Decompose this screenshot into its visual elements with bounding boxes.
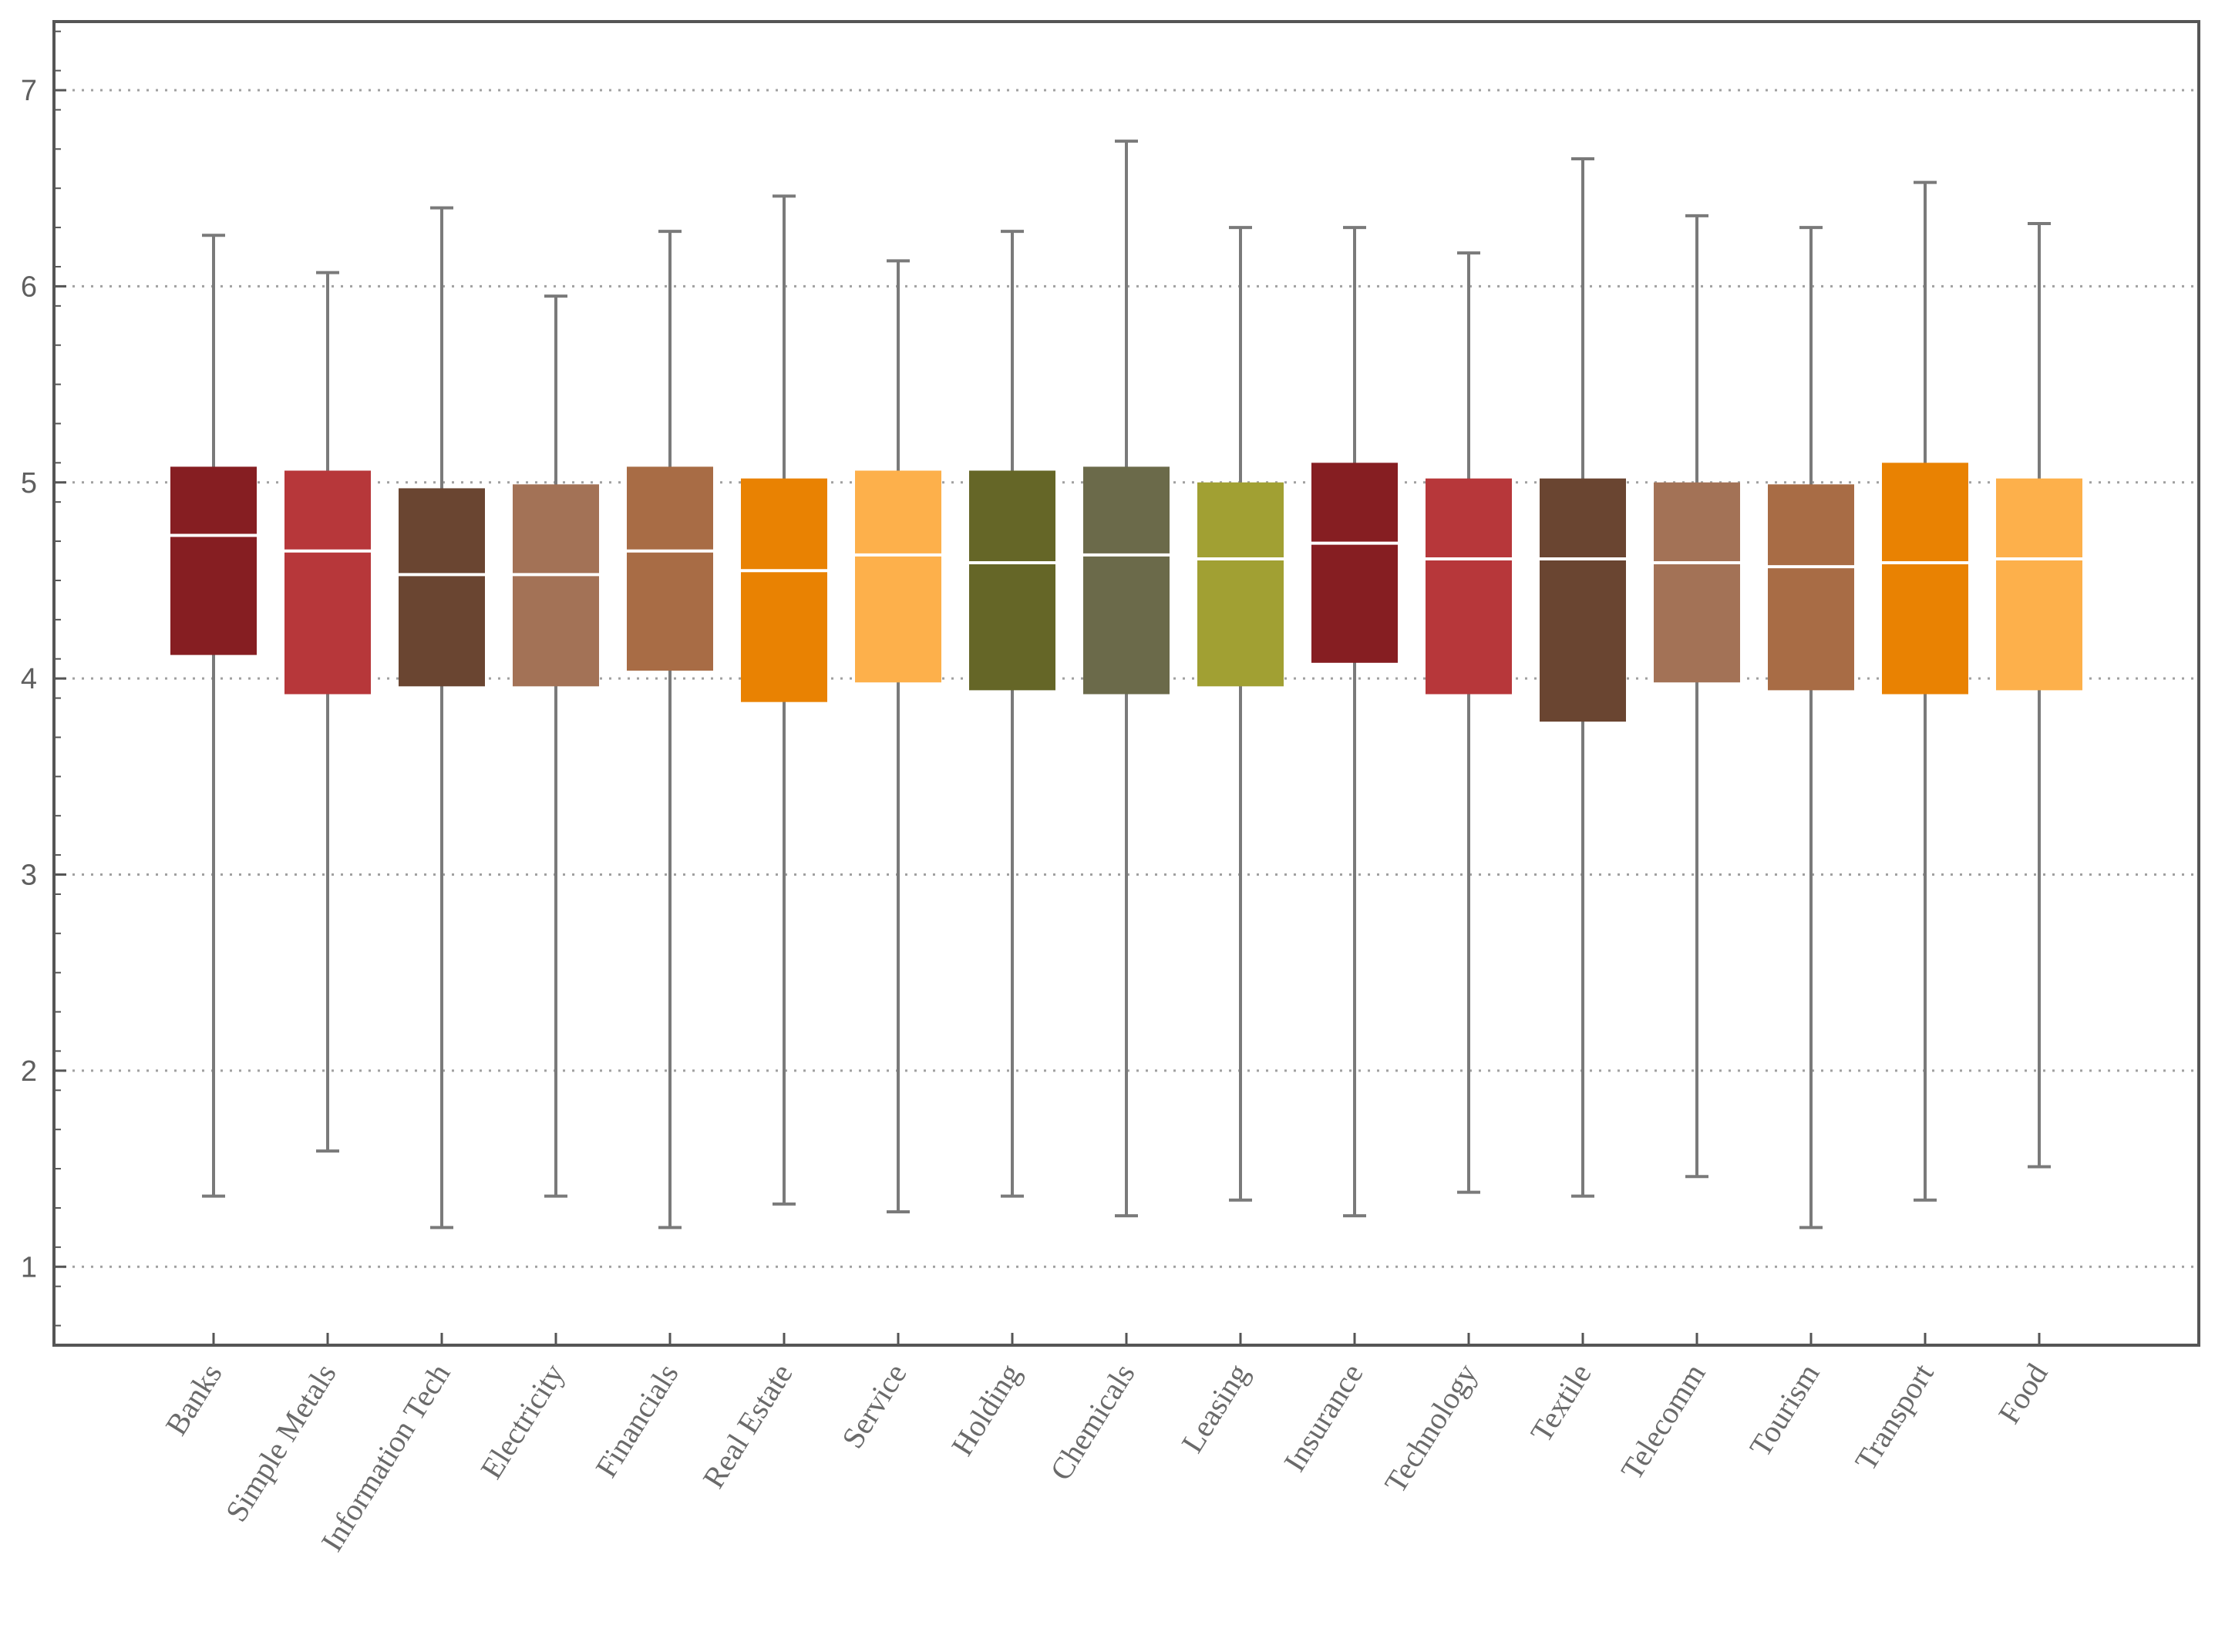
box-layer: [170, 140, 2082, 1230]
box-iqr: [1540, 478, 1626, 722]
box-iqr: [741, 478, 827, 702]
x-category-label: Holding: [944, 1358, 1028, 1462]
y-tick-label: 2: [21, 1055, 37, 1088]
box-group: [513, 294, 599, 1198]
box-iqr: [855, 470, 941, 683]
box-iqr: [1197, 482, 1284, 687]
box-iqr: [1996, 478, 2082, 691]
y-tick-label: 3: [21, 860, 37, 892]
box-group: [170, 234, 257, 1198]
box-iqr: [513, 484, 599, 687]
box-iqr: [1654, 482, 1740, 683]
box-iqr: [399, 488, 485, 687]
y-tick-label: 5: [21, 467, 37, 500]
frame-layer: [52, 20, 2200, 1347]
box-group: [1311, 226, 1398, 1218]
y-tick-label: 4: [21, 663, 37, 695]
box-iqr: [969, 470, 1055, 691]
x-category-label: Simple Metals: [218, 1358, 342, 1528]
box-iqr: [1311, 463, 1398, 663]
x-category-label: Textile: [1523, 1358, 1598, 1448]
x-category-label: Real Estate: [696, 1358, 799, 1494]
y-tick-label: 6: [21, 271, 37, 303]
x-category-label: Banks: [158, 1358, 228, 1442]
y-tick-label: 7: [21, 75, 37, 107]
box-iqr: [1882, 463, 1968, 695]
box-group: [284, 271, 371, 1153]
box-group: [1996, 222, 2082, 1169]
x-category-label: Technology: [1378, 1358, 1484, 1499]
x-category-label: Leasing: [1174, 1358, 1255, 1459]
box-group: [627, 230, 713, 1230]
box-group: [1768, 226, 1854, 1230]
y-tick-label: 1: [21, 1251, 37, 1284]
box-iqr: [627, 466, 713, 671]
box-group: [1882, 180, 1968, 1202]
box-iqr: [1768, 484, 1854, 691]
x-category-label: Electricity: [473, 1358, 571, 1485]
x-category-label: Insurance: [1277, 1358, 1370, 1478]
box-group: [1083, 140, 1170, 1218]
box-group: [399, 206, 485, 1230]
box-group: [1540, 157, 1626, 1198]
box-group: [1197, 226, 1284, 1202]
x-category-label: Service: [835, 1358, 914, 1455]
x-category-label: Telecomm: [1614, 1358, 1712, 1486]
x-category-label: Tourism: [1742, 1358, 1826, 1462]
box-iqr: [1426, 478, 1512, 695]
box-iqr: [1083, 466, 1170, 695]
box-group: [1654, 214, 1740, 1179]
x-category-label: Chemicals: [1043, 1358, 1142, 1486]
x-category-label: Food: [1991, 1358, 2055, 1430]
x-category-label: Transport: [1848, 1358, 1941, 1477]
x-category-label: Financials: [588, 1358, 685, 1483]
box-group: [741, 194, 827, 1206]
box-iqr: [284, 470, 371, 695]
box-iqr: [170, 466, 257, 655]
box-group: [855, 259, 941, 1214]
box-group: [1426, 251, 1512, 1194]
box-group: [969, 230, 1055, 1198]
